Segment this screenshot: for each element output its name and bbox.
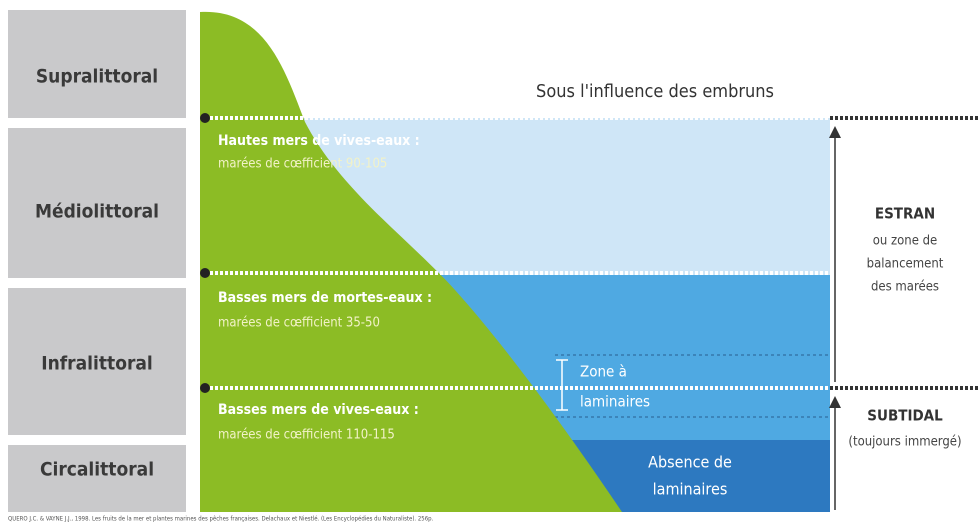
level-detail: marées de cœfficient 110-115 [218,428,395,443]
no-kelp-label: Absence de [648,453,732,472]
diagram: Supralittoral Médiolittoral Infralittora… [0,0,978,524]
estran-text: ou zone de [873,234,938,249]
zone-label: Infralittoral [41,353,153,375]
zone-label: Médiolittoral [35,201,159,223]
level-title: Hautes mers de vives-eaux : [218,133,420,149]
level-detail: marées de cœfficient 35-50 [218,316,380,331]
zone-box [8,10,186,118]
estran-text: des marées [871,280,939,295]
level-title: Basses mers de mortes-eaux : [218,290,432,306]
level-title: Basses mers de vives-eaux : [218,402,419,418]
estran-text: balancement [867,257,944,272]
subtidal-text: (toujours immergé) [848,435,961,450]
zone-label: Circalittoral [40,459,154,481]
source: QUERO J.C. & VAYNE J.J., 1998. Les fruit… [8,516,434,523]
kelp-label: Zone à [580,363,627,381]
zone-label: Supralittoral [36,66,158,88]
estran-title: ESTRAN [875,205,935,223]
spray-label: Sous l'influence des embruns [536,81,774,102]
level-detail: marées de cœfficient 90-105 [218,157,387,172]
kelp-label: laminaires [580,393,650,411]
no-kelp-label: laminaires [653,480,728,499]
subtidal-title: SUBTIDAL [867,407,943,425]
